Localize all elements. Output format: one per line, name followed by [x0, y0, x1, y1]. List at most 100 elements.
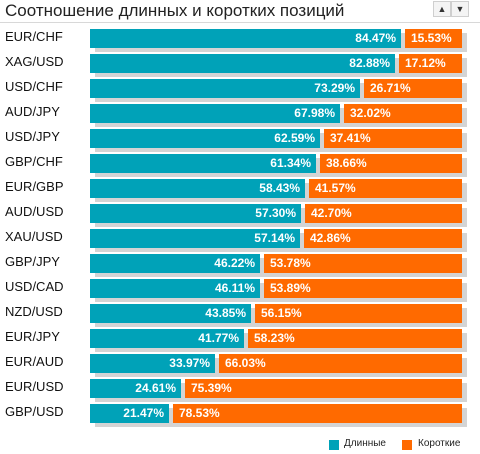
chart-title: Соотношение длинных и коротких позиций	[5, 1, 345, 20]
data-label-short: 56.15%	[261, 306, 302, 320]
data-label-short: 38.66%	[326, 156, 367, 170]
chart-row: XAG/USD 82.88% 17.12%	[0, 50, 480, 77]
bar-short	[248, 329, 462, 348]
category-label: EUR/GBP	[5, 179, 64, 194]
data-label-short: 78.53%	[179, 406, 220, 420]
category-label: NZD/USD	[5, 304, 63, 319]
bar-short	[405, 29, 462, 48]
legend-label-short: Короткие	[418, 438, 461, 449]
chart-row: AUD/USD 57.30% 42.70%	[0, 200, 480, 227]
data-label-long: 46.11%	[214, 281, 255, 295]
chart-row: GBP/CHF 61.34% 38.66%	[0, 150, 480, 177]
data-label-long: 84.47%	[355, 31, 396, 45]
data-label-short: 32.02%	[350, 106, 391, 120]
category-label: XAG/USD	[5, 54, 64, 69]
data-label-long: 24.61%	[135, 381, 176, 395]
chart-row: EUR/JPY 41.77% 58.23%	[0, 325, 480, 352]
chart-row: EUR/AUD 33.97% 66.03%	[0, 350, 480, 377]
data-label-long: 46.22%	[214, 256, 255, 270]
category-label: GBP/CHF	[5, 154, 63, 169]
chart-row: EUR/USD 24.61% 75.39%	[0, 375, 480, 402]
data-label-short: 15.53%	[411, 31, 452, 45]
bar-long	[90, 404, 169, 423]
data-label-long: 57.30%	[255, 206, 296, 220]
bar-long	[90, 79, 360, 98]
legend-swatch-short	[402, 440, 412, 450]
collapse-up-icon[interactable]: ▲	[433, 1, 451, 17]
bar-short	[305, 204, 462, 223]
bar-long	[90, 154, 316, 173]
data-label-long: 41.77%	[198, 331, 239, 345]
bar-short	[364, 79, 462, 98]
data-label-long: 43.85%	[205, 306, 246, 320]
chart-row: GBP/USD 21.47% 78.53%	[0, 400, 480, 427]
bar-long	[90, 179, 305, 198]
data-label-short: 17.12%	[405, 56, 446, 70]
data-label-long: 57.14%	[254, 231, 295, 245]
category-label: EUR/USD	[5, 379, 64, 394]
category-label: USD/CHF	[5, 79, 63, 94]
bar-long	[90, 279, 260, 298]
category-label: EUR/CHF	[5, 29, 63, 44]
chart-row: USD/CHF 73.29% 26.71%	[0, 75, 480, 102]
data-label-short: 41.57%	[315, 181, 356, 195]
bar-short	[219, 354, 462, 373]
chart-row: USD/CAD 46.11% 53.89%	[0, 275, 480, 302]
bar-long	[90, 304, 251, 323]
chart-row: GBP/JPY 46.22% 53.78%	[0, 250, 480, 277]
bar-long	[90, 204, 301, 223]
chart-row: USD/JPY 62.59% 37.41%	[0, 125, 480, 152]
chart-header: Соотношение длинных и коротких позиций ▲…	[0, 0, 480, 24]
header-divider	[0, 22, 480, 23]
data-label-long: 21.47%	[123, 406, 164, 420]
category-label: USD/CAD	[5, 279, 64, 294]
data-label-short: 66.03%	[225, 356, 266, 370]
chart-legend: Длинные Короткие	[0, 438, 480, 452]
bar-short	[344, 104, 462, 123]
legend-label-long: Длинные	[344, 438, 386, 449]
bar-long	[90, 54, 395, 73]
bar-short	[320, 154, 462, 173]
chart-row: EUR/GBP 58.43% 41.57%	[0, 175, 480, 202]
data-label-long: 61.34%	[270, 156, 311, 170]
data-label-long: 67.98%	[294, 106, 335, 120]
category-label: XAU/USD	[5, 229, 63, 244]
category-label: EUR/JPY	[5, 329, 60, 344]
bar-short	[304, 229, 462, 248]
legend-swatch-long	[329, 440, 339, 450]
dropdown-down-icon[interactable]: ▼	[451, 1, 469, 17]
bar-long	[90, 379, 181, 398]
data-label-short: 26.71%	[370, 81, 411, 95]
data-label-short: 75.39%	[191, 381, 232, 395]
data-label-long: 73.29%	[314, 81, 355, 95]
bar-short	[324, 129, 462, 148]
data-label-short: 53.89%	[270, 281, 311, 295]
bar-short	[185, 379, 462, 398]
data-label-short: 42.70%	[311, 206, 352, 220]
category-label: AUD/JPY	[5, 104, 60, 119]
chart-row: AUD/JPY 67.98% 32.02%	[0, 100, 480, 127]
data-label-long: 58.43%	[259, 181, 300, 195]
bar-short	[255, 304, 462, 323]
category-label: GBP/JPY	[5, 254, 60, 269]
bar-short	[264, 254, 462, 273]
bar-short	[309, 179, 462, 198]
category-label: USD/JPY	[5, 129, 60, 144]
bar-long	[90, 29, 401, 48]
bar-long	[90, 129, 320, 148]
bar-chart: EUR/CHF 84.47% 15.53% XAG/USD 82.88% 17.12% US…	[0, 25, 480, 430]
bar-long	[90, 354, 215, 373]
bar-long	[90, 254, 260, 273]
bar-short	[173, 404, 462, 423]
bar-long	[90, 104, 340, 123]
data-label-short: 37.41%	[330, 131, 371, 145]
data-label-short: 53.78%	[270, 256, 311, 270]
data-label-short: 42.86%	[310, 231, 351, 245]
data-label-long: 82.88%	[349, 56, 390, 70]
bar-long	[90, 229, 300, 248]
category-label: EUR/AUD	[5, 354, 64, 369]
chart-row: EUR/CHF 84.47% 15.53%	[0, 25, 480, 52]
bar-long	[90, 329, 244, 348]
data-label-short: 58.23%	[254, 331, 295, 345]
category-label: GBP/USD	[5, 404, 64, 419]
